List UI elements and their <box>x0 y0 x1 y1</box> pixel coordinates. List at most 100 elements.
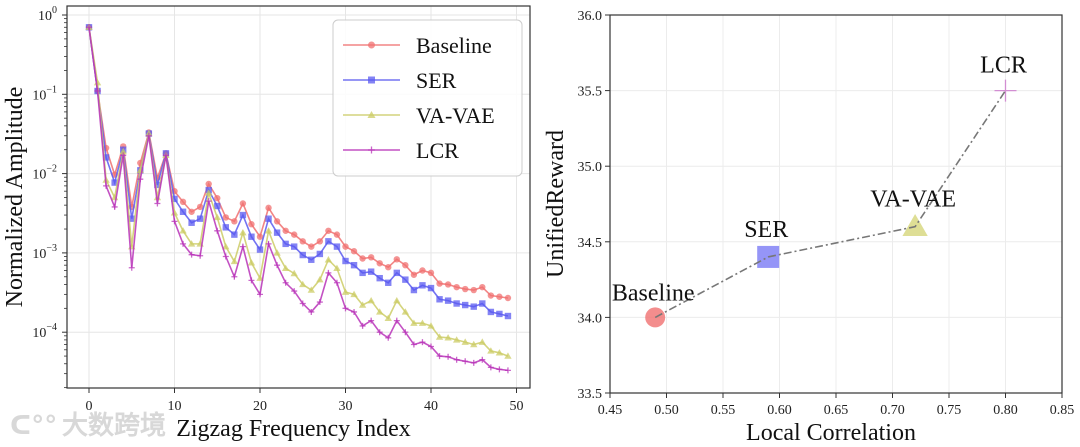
data-point <box>350 261 358 269</box>
data-point <box>316 250 324 258</box>
data-point <box>179 198 187 206</box>
data-point <box>162 152 169 159</box>
data-point <box>444 334 452 341</box>
series-line <box>88 27 509 372</box>
annotation-baseline: Baseline <box>612 280 695 306</box>
data-point <box>504 352 512 359</box>
data-point <box>333 231 341 238</box>
data-point <box>393 317 400 324</box>
data-point <box>308 243 315 250</box>
y-tick-label: 10−4 <box>32 322 57 341</box>
data-point <box>462 285 469 293</box>
x-tick-label: 0.70 <box>880 403 905 418</box>
data-point <box>273 218 281 225</box>
data-point <box>359 269 366 277</box>
legend-box <box>332 19 523 177</box>
data-point <box>222 214 229 221</box>
data-point <box>308 308 315 315</box>
data-point <box>444 281 452 288</box>
data-point <box>376 308 384 315</box>
data-point <box>325 227 332 234</box>
data-point <box>393 296 401 304</box>
data-point <box>393 269 400 277</box>
data-point <box>247 259 256 266</box>
data-point <box>291 231 298 238</box>
data-point <box>180 240 187 247</box>
data-point <box>187 240 196 247</box>
data-point <box>153 193 162 201</box>
x-tick-label: 20 <box>253 399 267 414</box>
x-tick-label: 0.85 <box>1050 403 1075 418</box>
data-point <box>128 215 135 222</box>
data-point <box>291 288 298 295</box>
watermark: ᑕ°° 大数跨境 <box>10 410 166 441</box>
data-point <box>307 286 315 293</box>
data-point <box>197 252 204 259</box>
x-tick-label: 30 <box>339 399 353 414</box>
data-point <box>367 268 375 275</box>
data-point <box>384 314 392 321</box>
data-point <box>205 189 213 196</box>
data-point <box>308 256 315 263</box>
legend-marker <box>367 110 376 118</box>
data-point <box>137 176 144 183</box>
data-point <box>495 349 504 356</box>
legend-item-baseline: Baseline <box>343 33 492 58</box>
y-tick-label: 35.0 <box>578 160 603 175</box>
data-point <box>419 282 426 289</box>
data-point <box>325 269 332 276</box>
x-tick-label: 0.75 <box>937 403 962 418</box>
series-ser <box>85 24 512 320</box>
data-point <box>282 279 289 286</box>
x-tick-label: 0.50 <box>654 403 679 418</box>
data-point <box>452 336 461 343</box>
data-point <box>333 243 341 250</box>
point-lcr <box>994 79 1017 102</box>
data-point <box>487 347 495 354</box>
data-point <box>444 297 452 304</box>
connector-line <box>654 90 1007 319</box>
data-point <box>479 283 486 291</box>
data-point <box>231 273 238 280</box>
x-tick-label: 0.60 <box>767 403 792 418</box>
legend-marker <box>368 76 375 84</box>
data-point <box>385 279 392 286</box>
data-point <box>342 243 349 250</box>
data-point <box>358 301 367 308</box>
data-point <box>333 264 341 271</box>
legend-label: VA-VAE <box>416 103 495 128</box>
data-point <box>316 275 324 283</box>
legend-label: SER <box>416 68 457 93</box>
data-point <box>299 251 306 259</box>
y-axis-label: Normalized Amplitude <box>2 87 28 308</box>
reward-scatter-chart: Baseline SER VA-VAE LCR 0.45 0.50 0.55 0.60 0.65… <box>543 9 1074 446</box>
data-point <box>453 283 460 291</box>
data-point <box>427 284 435 292</box>
y-tick-label: 36.0 <box>578 9 603 24</box>
data-point <box>367 254 375 261</box>
data-point <box>418 319 427 326</box>
data-point <box>324 256 333 263</box>
data-point <box>376 260 383 267</box>
x-tick-label: 0 <box>86 399 93 414</box>
data-point <box>282 240 289 248</box>
data-point <box>359 255 366 262</box>
data-point <box>205 198 212 205</box>
y-axis-label: UnifiedReward <box>543 130 569 278</box>
annotation-lcr: LCR <box>980 53 1027 79</box>
data-point <box>94 88 101 95</box>
data-point <box>188 251 195 258</box>
data-point <box>461 338 469 345</box>
y-tick-label: 34.0 <box>578 311 603 326</box>
x-tick-label: 50 <box>510 399 524 414</box>
data-point <box>470 303 477 310</box>
data-point <box>342 257 349 265</box>
data-point <box>196 203 204 211</box>
x-tick-label: 10 <box>168 399 182 414</box>
data-point <box>214 227 221 234</box>
data-point <box>350 248 358 255</box>
data-point <box>427 322 435 329</box>
data-point <box>470 340 478 348</box>
data-point <box>188 208 195 215</box>
y-tick-label: 10−3 <box>32 243 57 262</box>
